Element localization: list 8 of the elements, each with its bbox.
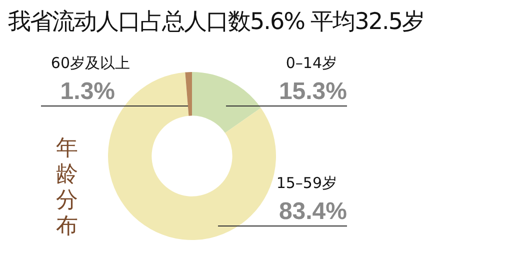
data-label: 83.4% — [278, 198, 347, 225]
data-label: 1.3% — [60, 78, 115, 105]
chart-title: 我省流动人口占总人口数5.6% 平均32.5岁 — [8, 8, 424, 37]
text: 年龄分布 — [56, 136, 79, 240]
slice-label: 0–14岁 — [286, 54, 337, 72]
data-label: 15.3% — [278, 78, 347, 105]
slice-label: 15–59岁 — [276, 174, 337, 192]
slice-label: 60岁及以上 — [50, 54, 130, 72]
